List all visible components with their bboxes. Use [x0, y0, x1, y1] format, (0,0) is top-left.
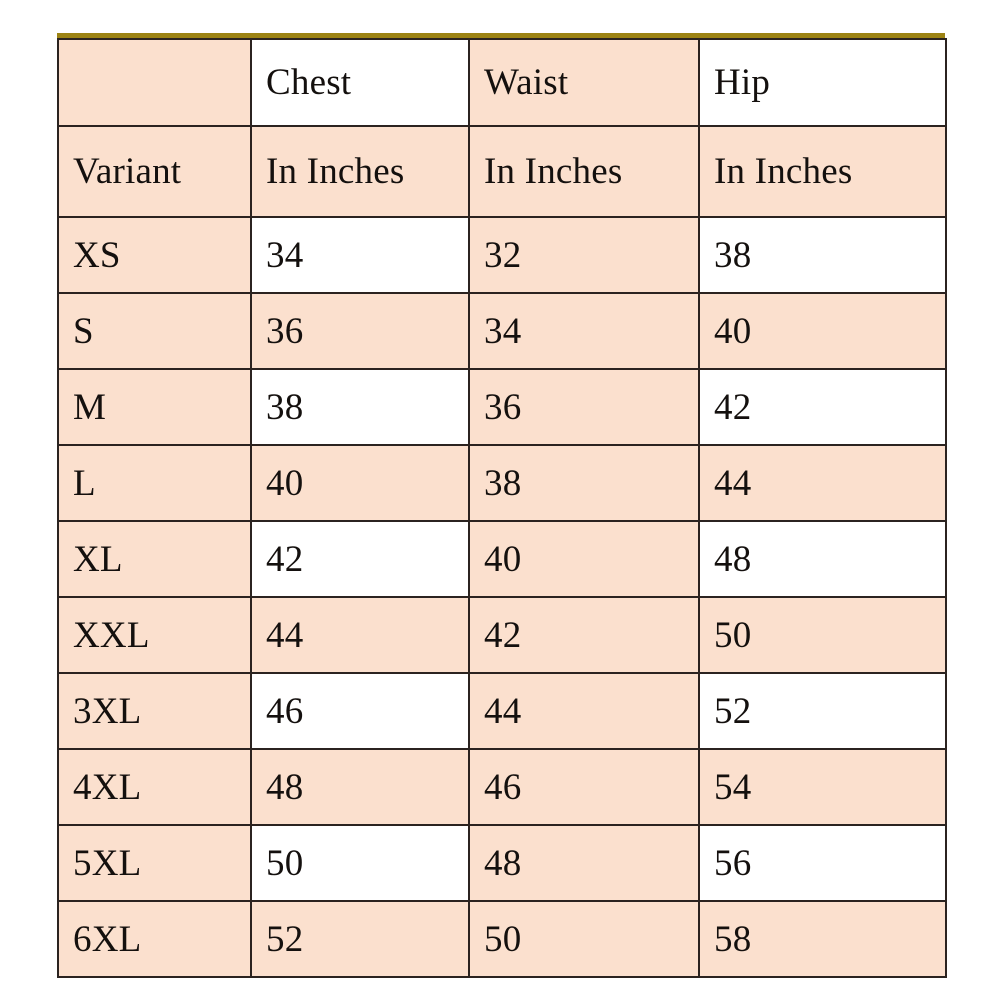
cell-chest: 40: [250, 444, 470, 522]
table-row: 4XL 48 46 54: [57, 748, 947, 826]
cell-hip: 50: [698, 596, 947, 674]
header-chest-unit: In Inches: [250, 125, 470, 218]
cell-chest: 52: [250, 900, 470, 978]
cell-waist: 44: [468, 672, 700, 750]
table-body: XS 34 32 38 S 36 34 40 M 38 36 42 L 40 38 44 XL 42 40 48 XXL…: [57, 216, 947, 978]
cell-variant: 5XL: [57, 824, 252, 902]
cell-waist: 38: [468, 444, 700, 522]
header-hip-unit: In Inches: [698, 125, 947, 218]
cell-hip: 38: [698, 216, 947, 294]
cell-hip: 48: [698, 520, 947, 598]
cell-waist: 42: [468, 596, 700, 674]
cell-chest: 36: [250, 292, 470, 370]
cell-chest: 34: [250, 216, 470, 294]
table-row: 6XL 52 50 58: [57, 900, 947, 978]
table-row: S 36 34 40: [57, 292, 947, 370]
cell-hip: 42: [698, 368, 947, 446]
size-chart-container: Chest Waist Hip Variant In Inches In Inc…: [57, 33, 947, 978]
cell-variant: XS: [57, 216, 252, 294]
table-row: XS 34 32 38: [57, 216, 947, 294]
table-row: XXL 44 42 50: [57, 596, 947, 674]
cell-waist: 32: [468, 216, 700, 294]
table-row: M 38 36 42: [57, 368, 947, 446]
cell-waist: 46: [468, 748, 700, 826]
cell-variant: 3XL: [57, 672, 252, 750]
cell-waist: 40: [468, 520, 700, 598]
header-corner-empty: [57, 38, 252, 127]
cell-hip: 52: [698, 672, 947, 750]
cell-chest: 44: [250, 596, 470, 674]
header-hip: Hip: [698, 38, 947, 127]
cell-variant: XL: [57, 520, 252, 598]
cell-variant: 6XL: [57, 900, 252, 978]
table-row: 3XL 46 44 52: [57, 672, 947, 750]
cell-variant: S: [57, 292, 252, 370]
cell-waist: 50: [468, 900, 700, 978]
header-waist: Waist: [468, 38, 700, 127]
header-variant: Variant: [57, 125, 252, 218]
cell-hip: 54: [698, 748, 947, 826]
header-chest: Chest: [250, 38, 470, 127]
header-row-measurement: Chest Waist Hip: [57, 38, 947, 127]
header-row-units: Variant In Inches In Inches In Inches: [57, 125, 947, 218]
cell-chest: 38: [250, 368, 470, 446]
cell-variant: M: [57, 368, 252, 446]
table-row: L 40 38 44: [57, 444, 947, 522]
cell-variant: 4XL: [57, 748, 252, 826]
cell-chest: 42: [250, 520, 470, 598]
cell-chest: 46: [250, 672, 470, 750]
cell-hip: 40: [698, 292, 947, 370]
table-header: Chest Waist Hip Variant In Inches In Inc…: [57, 38, 947, 218]
cell-waist: 34: [468, 292, 700, 370]
table-row: XL 42 40 48: [57, 520, 947, 598]
table-row: 5XL 50 48 56: [57, 824, 947, 902]
cell-hip: 56: [698, 824, 947, 902]
cell-variant: XXL: [57, 596, 252, 674]
cell-variant: L: [57, 444, 252, 522]
header-waist-unit: In Inches: [468, 125, 700, 218]
cell-waist: 36: [468, 368, 700, 446]
cell-waist: 48: [468, 824, 700, 902]
cell-hip: 44: [698, 444, 947, 522]
cell-chest: 50: [250, 824, 470, 902]
size-chart-table: Chest Waist Hip Variant In Inches In Inc…: [57, 38, 947, 978]
top-accent-rule: [57, 33, 945, 38]
cell-chest: 48: [250, 748, 470, 826]
cell-hip: 58: [698, 900, 947, 978]
